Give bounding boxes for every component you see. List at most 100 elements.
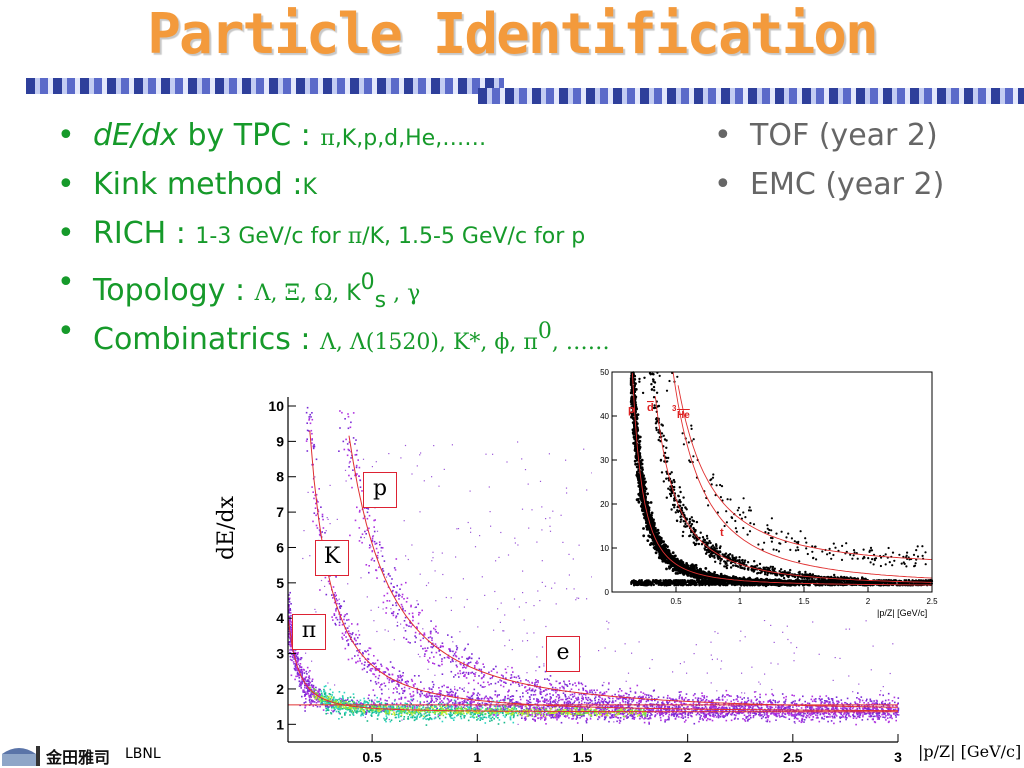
density-point [828, 703, 830, 705]
density-point [524, 686, 527, 688]
density-point [744, 705, 746, 708]
density-point [862, 715, 864, 718]
bullet-marker: • [714, 167, 732, 202]
density-point [675, 698, 677, 701]
density-point [893, 696, 896, 699]
density-point [430, 646, 432, 648]
density-point [510, 705, 512, 707]
density-point [530, 689, 533, 692]
density-point [623, 697, 625, 700]
density-point [423, 655, 426, 657]
density-point [410, 605, 412, 608]
density-point [493, 713, 495, 715]
density-point [657, 701, 659, 703]
density-point [771, 693, 773, 695]
density-point [373, 673, 376, 676]
density-point [759, 710, 761, 712]
density-point [648, 709, 650, 712]
density-point [355, 464, 358, 467]
density-point [400, 698, 402, 700]
density-point [456, 689, 459, 692]
density-point [844, 707, 846, 709]
density-point [766, 719, 769, 721]
density-point [876, 702, 878, 704]
density-point [331, 706, 334, 709]
density-point [819, 699, 822, 702]
density-point [444, 706, 446, 709]
density-point [457, 702, 460, 704]
density-point [577, 681, 580, 684]
density-point [499, 705, 501, 708]
density-point [797, 718, 799, 720]
bullet-text: TOF (year 2) [750, 118, 938, 153]
density-point [887, 714, 889, 716]
density-point [434, 628, 437, 631]
density-point [322, 518, 324, 521]
density-point [374, 662, 377, 665]
density-point [641, 714, 643, 716]
density-point [476, 662, 478, 665]
density-point [289, 609, 292, 612]
density-point [302, 677, 305, 680]
density-point [817, 717, 819, 719]
density-point [531, 689, 534, 692]
density-point [382, 704, 385, 707]
density-point [347, 630, 350, 632]
density-point [681, 696, 683, 699]
density-point [880, 708, 883, 710]
density-point [435, 700, 438, 702]
density-point [361, 541, 363, 544]
density-point [766, 714, 768, 716]
density-point [412, 619, 414, 622]
density-point [802, 712, 805, 714]
density-point [338, 718, 340, 720]
density-point [528, 714, 531, 716]
density-point [869, 715, 872, 718]
density-point [460, 717, 463, 720]
density-point [572, 683, 574, 686]
density-point [347, 707, 349, 709]
density-point [371, 537, 374, 540]
density-point [413, 685, 415, 688]
density-point [458, 676, 460, 678]
density-point [452, 712, 455, 715]
density-point [550, 697, 552, 699]
density-point [580, 702, 583, 705]
density-point [451, 690, 453, 693]
density-point [874, 715, 876, 718]
density-point [643, 718, 645, 720]
density-point [872, 715, 875, 718]
density-point [300, 685, 302, 687]
density-point [482, 716, 485, 719]
density-point [730, 713, 732, 716]
density-point [325, 702, 327, 705]
density-point [450, 704, 452, 707]
density-point [875, 702, 877, 704]
density-point [496, 700, 498, 702]
density-point [564, 715, 567, 717]
density-point [508, 704, 510, 707]
density-point [812, 716, 814, 718]
density-point [487, 681, 489, 684]
density-point [359, 705, 361, 708]
density-point [476, 708, 478, 711]
density-point [521, 684, 523, 686]
density-point [654, 715, 656, 718]
density-point [555, 691, 557, 694]
density-point [534, 708, 537, 711]
density-point [723, 707, 726, 709]
density-point [570, 698, 573, 701]
density-point [297, 669, 299, 672]
density-point [794, 712, 797, 714]
density-point [430, 620, 432, 622]
density-point [382, 570, 385, 572]
density-point [352, 711, 355, 714]
density-point [294, 649, 297, 651]
density-point [763, 714, 766, 716]
density-point [554, 706, 556, 708]
density-point [684, 710, 687, 712]
density-point [781, 693, 784, 695]
density-point [544, 698, 546, 700]
density-point [704, 713, 706, 715]
density-point [769, 705, 772, 708]
